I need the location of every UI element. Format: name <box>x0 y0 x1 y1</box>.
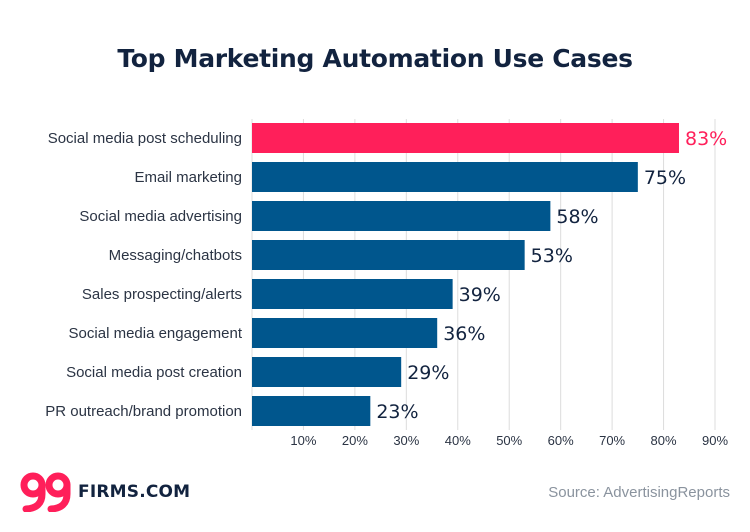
x-tick-label: 20% <box>342 433 368 448</box>
logo-99-mark <box>20 472 71 512</box>
category-label: Sales prospecting/alerts <box>82 286 242 303</box>
logo-text: FIRMS.COM <box>78 482 191 502</box>
value-label: 53% <box>531 245 573 267</box>
category-label: Social media advertising <box>79 208 242 225</box>
value-label: 58% <box>556 206 598 228</box>
chart-title: Top Marketing Automation Use Cases <box>117 44 633 73</box>
value-label: 29% <box>407 362 449 384</box>
bar <box>252 162 638 192</box>
x-tick-label: 80% <box>651 433 677 448</box>
bar <box>252 318 438 348</box>
bar <box>252 357 402 387</box>
bar <box>252 201 551 231</box>
value-label: 36% <box>443 323 485 345</box>
value-labels: 83% 75% 58% 53% 39% 36% 29% 23% <box>376 128 727 423</box>
x-tick-label: 90% <box>702 433 728 448</box>
bars <box>252 123 679 426</box>
x-axis-ticks: 10% 20% 30% 40% 50% 60% 70% 80% 90% <box>290 433 728 448</box>
bar <box>252 123 679 153</box>
category-label: Email marketing <box>134 169 242 186</box>
x-tick-label: 70% <box>599 433 625 448</box>
source-note: Source: AdvertisingReports <box>548 484 730 501</box>
brand-logo: FIRMS.COM <box>20 472 190 512</box>
bar <box>252 279 453 309</box>
value-label: 39% <box>459 284 501 306</box>
category-label: Messaging/chatbots <box>109 247 242 264</box>
bar <box>252 240 525 270</box>
category-label: Social media post scheduling <box>48 130 242 147</box>
category-label: Social media post creation <box>66 364 242 381</box>
value-label: 83% <box>685 128 727 150</box>
x-tick-label: 60% <box>548 433 574 448</box>
value-label: 23% <box>376 401 418 423</box>
category-label: Social media engagement <box>69 325 243 342</box>
x-tick-label: 40% <box>445 433 471 448</box>
x-tick-label: 50% <box>496 433 522 448</box>
bar-chart: Social media post scheduling Email market… <box>45 119 728 448</box>
x-tick-label: 30% <box>393 433 419 448</box>
category-labels: Social media post scheduling Email market… <box>45 130 243 420</box>
x-tick-label: 10% <box>290 433 316 448</box>
value-label: 75% <box>644 167 686 189</box>
category-label: PR outreach/brand promotion <box>45 403 242 420</box>
bar <box>252 396 371 426</box>
